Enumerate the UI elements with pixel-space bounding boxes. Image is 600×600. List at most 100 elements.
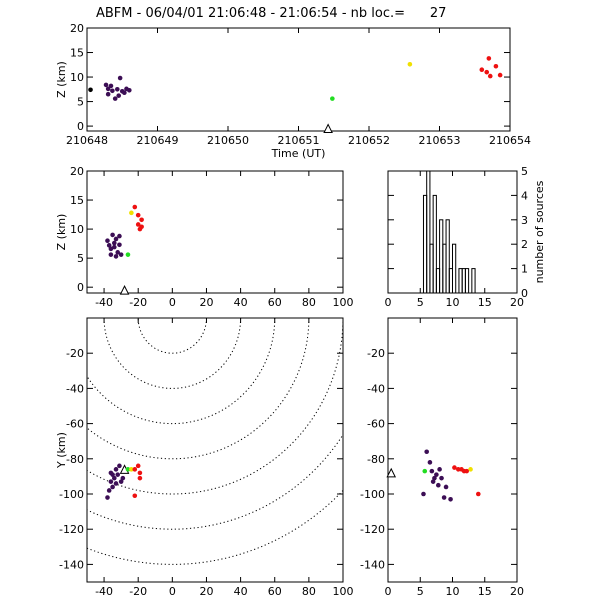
x-tick-label: 210654 [489,134,531,147]
panels: 210648 210649 210650 210651 210652 210653 2106… [55,22,547,600]
data-point [135,463,141,469]
data-point [432,475,437,481]
y-axis-title: number of sources [533,180,546,283]
x-tick-label: 60 [268,585,282,598]
data-point [456,467,461,472]
y-tick-label: 20 [70,22,84,35]
data-point [108,252,114,257]
data-point [105,91,111,97]
data-point [421,491,426,497]
x-tick-label: 40 [234,585,248,598]
axes-box [86,27,511,132]
y-ticks: 0 5 10 15 20 [70,22,510,133]
data-point [105,495,110,500]
x-tick-label: -40 [95,296,113,309]
x-tick-label: 0 [385,585,392,598]
data-point [105,238,110,244]
data-point [110,484,115,490]
data-point [125,467,131,472]
x-tick-label: -20 [129,585,147,598]
x-tick-label: 60 [268,296,282,309]
histogram-bar [464,268,470,294]
panel-time-z: 210648 210649 210650 210651 210652 210653 2106… [55,22,531,160]
y-tick-label: -40 [367,382,385,395]
y-tick-label: 15 [70,47,84,60]
data-point [116,93,122,98]
y-tick-label: 3 [521,214,528,227]
data-points [421,449,481,502]
y-tick-label: -80 [66,453,84,466]
y-tick-label: 1 [521,263,528,276]
data-point [439,475,444,481]
data-point [127,87,132,93]
x-tick-label: -40 [95,585,113,598]
x-tick-label: 20 [510,585,524,598]
axes-box [387,317,518,583]
x-axis-title: X (km) [197,598,234,600]
data-point [117,233,122,239]
y-ticks: 0 5 10 15 20 [70,165,343,294]
data-point [422,468,428,474]
data-point [493,63,499,69]
x-tick-label: 10 [446,296,460,309]
data-point [113,481,119,486]
y-tick-label: 10 [70,223,84,236]
data-point [108,479,114,484]
data-point [112,96,118,101]
x-tick-label: 210651 [278,134,320,147]
y-tick-label: 10 [70,71,84,84]
data-point [118,252,124,257]
panel-x-y: -40 -20 0 20 40 60 80 100-140-120-100-80-60-40-… [55,317,354,600]
data-point [132,467,138,472]
y-tick-label: 5 [521,165,528,178]
data-point [424,449,430,455]
panel-x-z: -40 -20 0 20 40 60 80 100 0 5 10 15 20 Z (km) [55,165,354,309]
y-tick-label: -20 [367,347,385,360]
data-point [139,217,144,223]
data-point [118,479,124,484]
y-axis-title: Z (km) [55,61,68,98]
y-tick-label: -100 [360,488,385,501]
x-tick-label: 210648 [66,134,108,147]
data-point [468,467,473,472]
y-tick-label: -120 [59,523,84,536]
station-triangle [323,123,333,134]
data-point [108,470,114,476]
x-axis-title: Z (km) [434,598,471,600]
data-point [106,243,112,248]
x-tick-label: -20 [129,296,147,309]
data-point [448,496,453,502]
station-triangle [386,467,397,478]
x-tick-label: 0 [169,296,176,309]
y-tick-label: -140 [360,558,385,571]
range-contour [87,318,310,460]
histogram-bar [452,243,457,294]
y-tick-label: 4 [521,189,528,202]
data-point [115,472,121,477]
y-ticks: -140 -120 -100 -80 -60 -40 -20 [360,347,517,571]
y-tick-label: 15 [70,194,84,207]
x-ticks: -40 -20 0 20 40 60 80 100 [95,171,354,309]
station-triangle [119,284,130,295]
data-point [407,61,413,67]
x-ticks: 210648 210649 210650 210651 210652 210653 2106… [66,28,531,147]
data-point [120,475,126,481]
x-tick-label: 20 [199,585,213,598]
y-axis-title: Z (km) [55,214,68,251]
x-tick-label: 100 [333,585,354,598]
y-tick-label: 2 [521,238,528,251]
data-point [108,246,114,252]
data-point [125,252,131,257]
figure-title: ABFM - 06/04/01 21:06:48 - 21:06:54 - nb… [96,6,446,21]
data-point [110,88,115,94]
y-tick-label: 0 [77,120,84,133]
y-tick-label: -100 [59,488,84,501]
x-tick-label: 40 [234,296,248,309]
data-point [443,484,449,490]
x-axis-title: Time (UT) [271,147,326,160]
range-contour [137,318,207,354]
data-point [486,56,492,61]
data-point [452,465,457,470]
